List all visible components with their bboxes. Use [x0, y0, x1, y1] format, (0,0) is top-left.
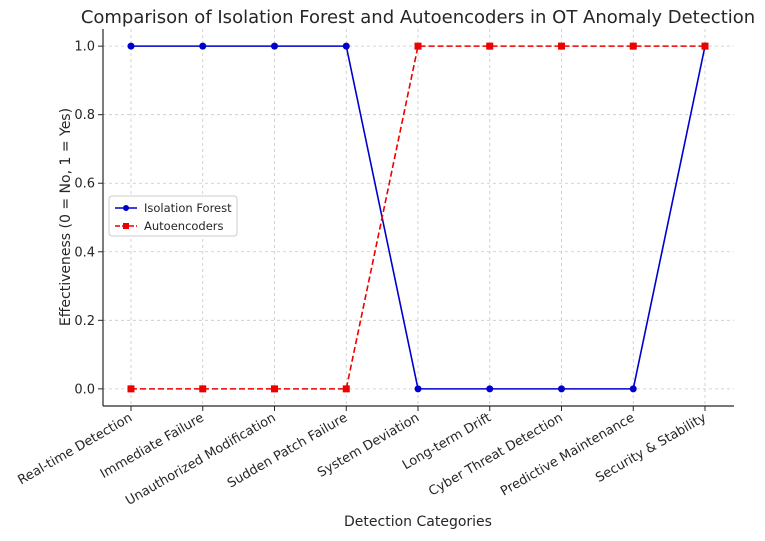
data-point	[486, 385, 494, 393]
grid	[103, 29, 734, 406]
data-point	[342, 42, 350, 50]
series-line	[131, 45, 705, 390]
y-tick-label: 0.0	[74, 382, 95, 397]
y-tick-label: 0.2	[74, 314, 95, 329]
data-point	[414, 42, 422, 50]
legend-marker	[123, 205, 129, 211]
data-point	[199, 385, 207, 393]
data-point	[127, 385, 135, 393]
x-axis-label: Detection Categories	[344, 514, 492, 530]
data-point	[558, 385, 565, 393]
legend-entry: Isolation Forest	[115, 201, 232, 215]
legend-label: Autoencoders	[144, 219, 224, 233]
legend-label: Isolation Forest	[144, 201, 232, 215]
data-point	[271, 42, 278, 50]
y-tick-label: 0.4	[74, 245, 95, 260]
chart-title: Comparison of Isolation Forest and Autoe…	[81, 7, 755, 28]
x-tick-label: Sudden Patch Failure	[225, 410, 350, 491]
series-autoencoders	[127, 42, 709, 393]
legend-entry: Autoencoders	[115, 219, 224, 233]
legend-box	[108, 195, 238, 237]
data-point	[414, 385, 422, 393]
legend-marker	[123, 223, 129, 229]
data-point	[629, 42, 637, 50]
data-point	[486, 42, 494, 50]
data-point	[558, 42, 565, 50]
data-point	[701, 42, 709, 50]
y-axis-label: Effectiveness (0 = No, 1 = Yes)	[58, 108, 74, 326]
x-tick-label: Predictive Maintenance	[498, 410, 637, 499]
series	[127, 42, 709, 393]
data-point	[271, 385, 278, 393]
data-point	[629, 385, 637, 393]
y-tick-label: 1.0	[74, 40, 95, 55]
y-tick-label: 0.8	[74, 108, 95, 123]
legend: Isolation Forest Autoencoders	[108, 195, 238, 237]
data-point	[199, 42, 207, 50]
x-tick-label: Cyber Threat Detection	[426, 410, 565, 499]
data-point	[127, 42, 135, 50]
data-point	[342, 385, 350, 393]
x-tick-label: Real-time Detection	[15, 410, 135, 488]
y-tick-label: 0.6	[74, 177, 95, 192]
